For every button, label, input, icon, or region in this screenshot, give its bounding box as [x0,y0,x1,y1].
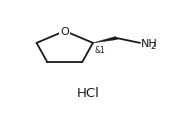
Text: O: O [60,27,69,37]
Text: 2: 2 [150,41,156,50]
Polygon shape [93,37,117,44]
Text: HCl: HCl [77,86,100,99]
Text: &1: &1 [95,46,105,55]
Text: NH: NH [141,39,158,48]
